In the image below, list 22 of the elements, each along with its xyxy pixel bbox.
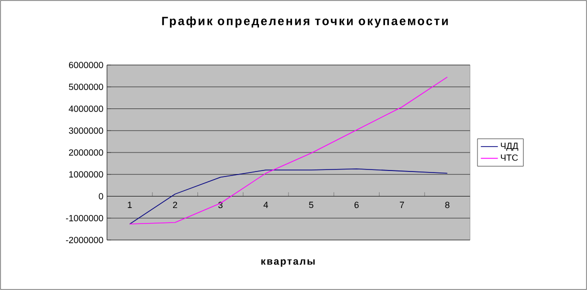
y-tick-label: -1000000	[66, 214, 104, 222]
x-tick-label: 7	[400, 202, 404, 208]
x-tick-label: 4	[264, 202, 268, 208]
x-tick-label: 8	[445, 202, 450, 208]
legend-label: ЧТС	[500, 154, 518, 161]
x-tick-label: 3	[218, 202, 223, 208]
y-tick-label: 2000000	[69, 149, 104, 156]
x-tick-label: 5	[309, 202, 314, 208]
y-tick-label: -2000000	[66, 236, 104, 244]
y-tick-label: 5000000	[68, 84, 104, 90]
x-tick-label: 1	[128, 202, 132, 208]
y-tick-label: 1000000	[69, 171, 104, 178]
x-tick-label: 6	[354, 202, 359, 208]
chart-title: График определения точки окупаемости	[162, 16, 448, 28]
y-tick-label: 3000000	[68, 127, 104, 134]
y-tick-label: 4000000	[68, 106, 104, 112]
x-tick-label: 2	[173, 202, 178, 208]
x-axis-title: кварталы	[261, 259, 315, 267]
line-series	[129, 76, 448, 224]
legend-label: ЧДД	[500, 142, 518, 151]
y-tick-label: 0	[98, 193, 104, 200]
y-tick-label: 6000000	[69, 62, 104, 68]
